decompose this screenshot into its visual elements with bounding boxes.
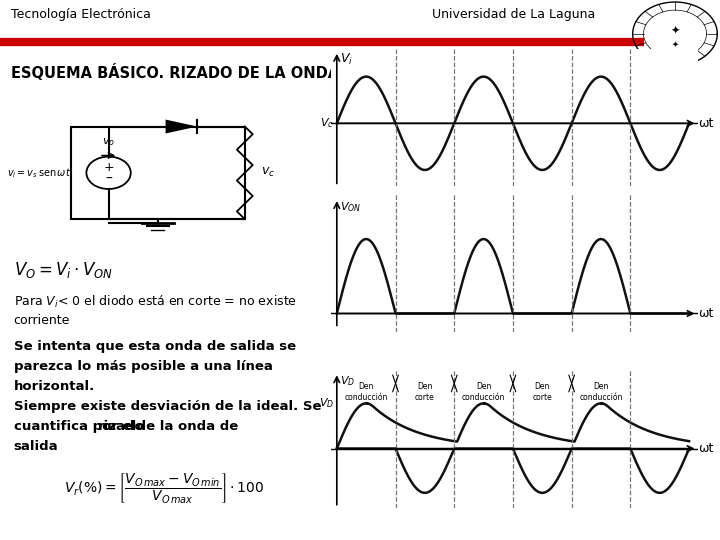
Text: $V_{ON}$: $V_{ON}$ <box>340 200 361 214</box>
Bar <box>71 126 245 219</box>
Text: $V_O = V_i \cdot V_{ON}$: $V_O = V_i \cdot V_{ON}$ <box>14 260 113 280</box>
Text: $V_D$: $V_D$ <box>319 396 334 410</box>
Text: $v_c$: $v_c$ <box>261 166 275 179</box>
Text: parezca lo más posible a una línea: parezca lo más posible a una línea <box>14 360 272 373</box>
Text: +: + <box>103 160 114 173</box>
Text: Den
corte: Den corte <box>415 382 435 402</box>
Text: $V_D$: $V_D$ <box>340 374 355 388</box>
Text: ESQUEMA BÁSICO. RIZADO DE LA ONDA DE SALIDA: ESQUEMA BÁSICO. RIZADO DE LA ONDA DE SAL… <box>12 64 432 80</box>
Text: Den
conducción: Den conducción <box>580 382 623 402</box>
Text: $v_i = v_s\,\mathrm{sen}\,\omega t$: $v_i = v_s\,\mathrm{sen}\,\omega t$ <box>7 166 71 180</box>
Text: ωt: ωt <box>698 442 714 455</box>
Text: ωt: ωt <box>698 307 714 320</box>
Text: corriente: corriente <box>14 314 70 327</box>
Text: Se intenta que esta onda de salida se: Se intenta que esta onda de salida se <box>14 340 296 353</box>
Text: –: – <box>105 172 112 186</box>
Text: Den
conducción: Den conducción <box>344 382 388 402</box>
Text: cuantifica por el: cuantifica por el <box>14 420 140 433</box>
Text: ✦: ✦ <box>670 25 680 36</box>
Text: salida: salida <box>14 440 58 453</box>
Text: rizado: rizado <box>97 420 144 433</box>
Text: Den
conducción: Den conducción <box>462 382 505 402</box>
Text: Universidad de La Laguna: Universidad de La Laguna <box>432 8 595 21</box>
Text: horizontal.: horizontal. <box>14 380 95 393</box>
Text: $v_o$: $v_o$ <box>102 137 115 148</box>
Text: $V_i$: $V_i$ <box>340 52 353 68</box>
Text: Siempre existe desviación de la ideal. Se: Siempre existe desviación de la ideal. S… <box>14 400 321 413</box>
Text: de la onda de: de la onda de <box>132 420 238 433</box>
Text: Den
corte: Den corte <box>532 382 552 402</box>
Text: ✦: ✦ <box>672 39 678 49</box>
Text: $V_c$: $V_c$ <box>320 117 334 130</box>
Text: Para $V_i$< 0 el diodo está en corte = no existe: Para $V_i$< 0 el diodo está en corte = n… <box>14 294 297 310</box>
Polygon shape <box>166 119 197 133</box>
Text: ωt: ωt <box>698 117 714 130</box>
Text: $V_r(\%) = \left[\dfrac{V_{O\,max} - V_{O\,min}}{V_{O\,max}}\right] \cdot 100$: $V_r(\%) = \left[\dfrac{V_{O\,max} - V_{… <box>64 471 264 505</box>
Text: Tecnología Electrónica: Tecnología Electrónica <box>11 8 150 21</box>
